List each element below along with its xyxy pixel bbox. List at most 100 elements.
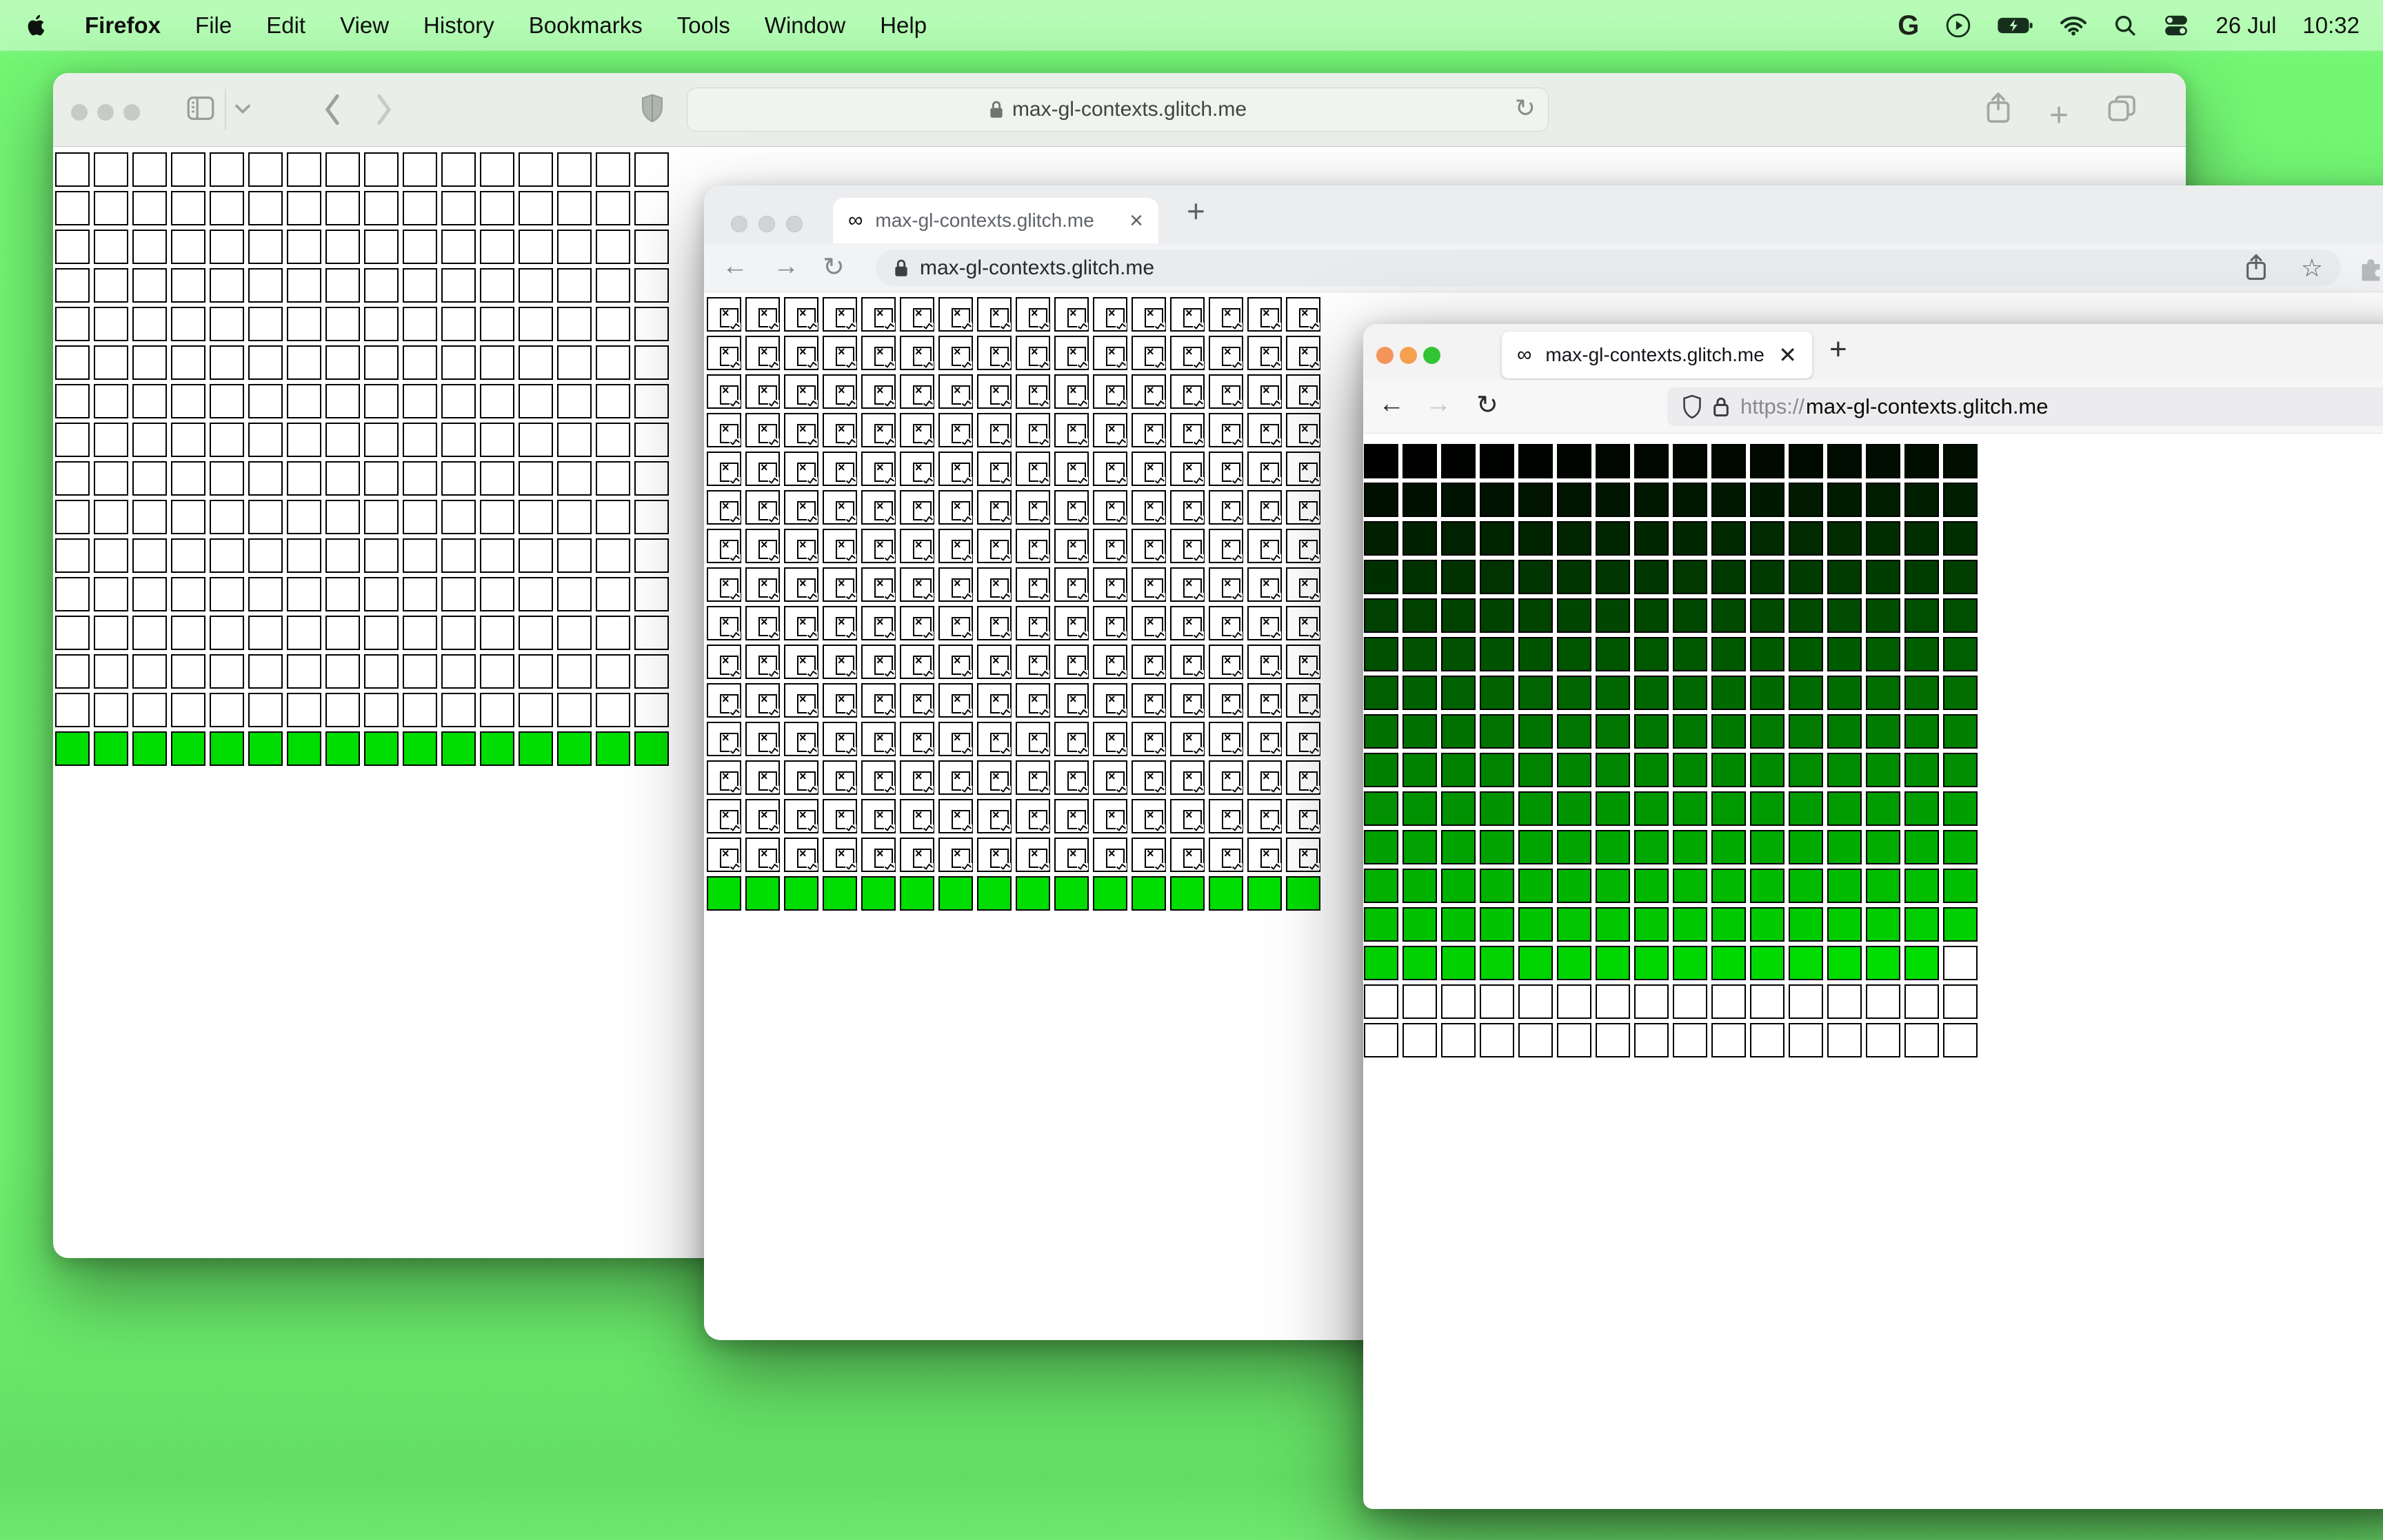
gl-canvas-cell (1866, 1023, 1900, 1057)
gl-canvas-cell (1441, 946, 1476, 980)
back-icon[interactable]: ← (1378, 389, 1405, 418)
menu-item-history[interactable]: History (423, 12, 494, 38)
gl-canvas-cell: × (1247, 683, 1282, 718)
zoom-button[interactable] (1423, 347, 1440, 364)
menu-bar-date[interactable]: 26 Jul (2215, 12, 2277, 38)
back-icon[interactable] (322, 92, 343, 127)
menu-item-edit[interactable]: Edit (266, 12, 306, 38)
gl-canvas-cell (171, 191, 205, 225)
gl-canvas-cell (480, 384, 514, 418)
tracking-shield-icon[interactable] (1682, 394, 1702, 419)
menu-item-file[interactable]: File (195, 12, 232, 38)
gl-canvas-cell: × (1170, 297, 1205, 332)
menu-item-help[interactable]: Help (880, 12, 927, 38)
reload-icon[interactable]: ↻ (823, 253, 845, 282)
menu-item-bookmarks[interactable]: Bookmarks (528, 12, 643, 38)
gl-canvas-cell (1789, 946, 1823, 980)
lock-icon[interactable] (1713, 396, 1729, 418)
gl-canvas-cell (287, 654, 321, 689)
minimize-button[interactable] (1400, 347, 1417, 364)
broken-image-icon: × (1029, 384, 1049, 407)
broken-image-icon: × (1299, 731, 1320, 754)
menu-item-view[interactable]: View (340, 12, 390, 38)
broken-image-icon: × (720, 809, 741, 831)
close-button[interactable] (71, 104, 88, 121)
forward-icon[interactable] (374, 92, 394, 127)
gl-canvas-cell: × (1054, 799, 1089, 833)
wifi-icon[interactable] (2060, 15, 2087, 36)
gl-canvas-cell: × (1286, 413, 1320, 447)
gl-canvas-cell (1904, 637, 1939, 671)
tab-close-icon[interactable]: × (1129, 207, 1143, 234)
menu-item-firefox[interactable]: Firefox (85, 12, 161, 38)
reload-icon[interactable]: ↻ (1514, 94, 1536, 122)
gl-canvas-cell: × (1093, 413, 1127, 447)
safari-toolbar: max-gl-contexts.glitch.me ↻ + (53, 73, 2186, 147)
broken-image-icon: × (1106, 384, 1127, 407)
menu-item-window[interactable]: Window (764, 12, 846, 38)
back-icon[interactable]: ← (722, 252, 748, 281)
broken-image-icon: × (1029, 577, 1049, 600)
play-circle-icon[interactable] (1945, 12, 1971, 39)
broken-image-icon: × (990, 500, 1011, 523)
gl-canvas-cell (132, 461, 167, 496)
firefox-active-tab[interactable]: ∞ max-gl-contexts.glitch.me/ ✕ (1502, 332, 1812, 378)
forward-icon[interactable]: → (773, 252, 799, 281)
gl-canvas-cell (1711, 521, 1746, 556)
gl-canvas-cell: × (938, 645, 973, 679)
control-center-icon[interactable] (2163, 12, 2189, 39)
new-tab-button[interactable]: + (1187, 193, 1205, 229)
extensions-puzzle-icon[interactable] (2357, 253, 2383, 282)
gl-canvas-cell (210, 384, 244, 418)
minimize-button[interactable] (758, 216, 775, 232)
gl-canvas-cell (403, 616, 437, 650)
share-icon[interactable] (2244, 253, 2268, 283)
forward-icon[interactable]: → (1425, 389, 1451, 418)
chevron-down-icon[interactable] (234, 103, 251, 115)
gl-canvas-cell (1943, 521, 1978, 556)
close-button[interactable] (731, 216, 747, 232)
battery-charging-icon[interactable] (1998, 15, 2033, 36)
broken-image-icon: × (758, 809, 779, 831)
apple-menu-icon[interactable] (0, 14, 68, 37)
zoom-button[interactable] (786, 216, 803, 232)
google-g-icon[interactable]: G (1898, 10, 1920, 41)
broken-image-icon: × (1106, 345, 1127, 368)
gl-canvas-cell: × (938, 297, 973, 332)
reload-icon[interactable]: ↻ (1476, 391, 1498, 420)
safari-address-bar[interactable]: max-gl-contexts.glitch.me ↻ (687, 88, 1549, 132)
gl-canvas-cell (1441, 521, 1476, 556)
broken-image-icon: × (874, 847, 895, 870)
chrome-address-bar[interactable]: max-gl-contexts.glitch.me ☆ (876, 250, 2341, 286)
broken-image-icon: × (1299, 461, 1320, 484)
zoom-button[interactable] (123, 104, 140, 121)
gl-canvas-cell (1480, 984, 1514, 1019)
gl-canvas-cell (1441, 598, 1476, 633)
gl-canvas-cell (1518, 444, 1553, 478)
gl-canvas-cell (1673, 946, 1707, 980)
firefox-address-bar[interactable]: https:// max-gl-contexts.glitch.me (1667, 387, 2383, 426)
gl-canvas-cell (1557, 483, 1591, 517)
chrome-active-tab[interactable]: ∞ max-gl-contexts.glitch.me × (833, 198, 1158, 243)
gl-canvas-cell: × (1093, 297, 1127, 332)
share-icon[interactable] (1984, 91, 2012, 127)
search-icon[interactable] (2113, 14, 2137, 37)
gl-canvas-cell (403, 693, 437, 727)
menu-bar-clock[interactable]: 10:32 (2302, 12, 2360, 38)
gl-canvas-cell (441, 423, 476, 457)
menu-item-tools[interactable]: Tools (676, 12, 730, 38)
tab-overview-icon[interactable] (2106, 94, 2138, 125)
bookmark-star-icon[interactable]: ☆ (2300, 253, 2323, 282)
sidebar-icon[interactable] (186, 94, 215, 123)
broken-image-icon: × (1222, 731, 1243, 754)
tab-close-icon[interactable]: ✕ (1778, 343, 1797, 367)
gl-canvas-cell: × (784, 722, 818, 756)
new-tab-button[interactable]: + (1829, 332, 1847, 366)
new-tab-icon[interactable]: + (2049, 97, 2069, 134)
gl-canvas-cell (1596, 444, 1630, 478)
gl-canvas-cell (55, 654, 90, 689)
minimize-button[interactable] (97, 104, 114, 121)
privacy-shield-icon[interactable] (641, 92, 664, 124)
gl-canvas-cell (1673, 598, 1707, 633)
close-button[interactable] (1376, 347, 1394, 364)
